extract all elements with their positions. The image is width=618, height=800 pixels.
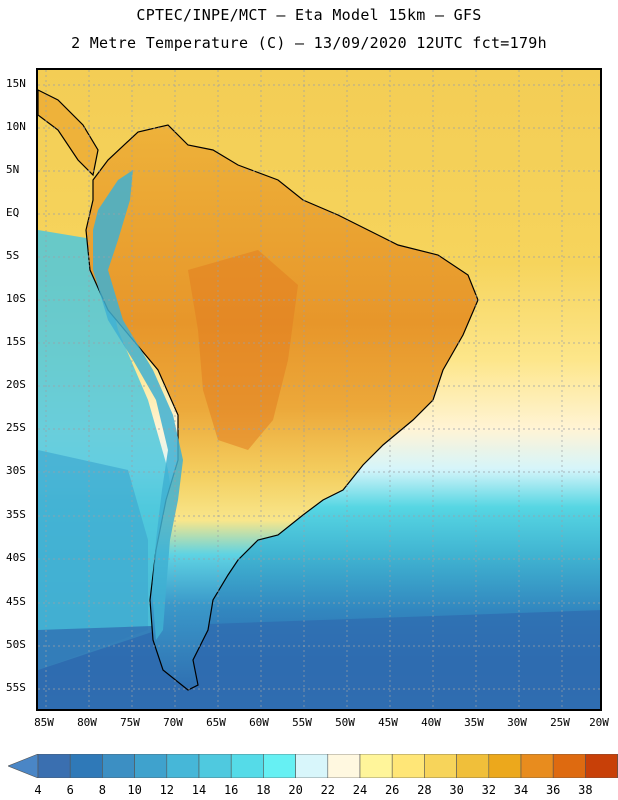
colorbar-label: 10 [127,783,142,797]
colorbar-label: 36 [545,783,561,797]
lat-label: 45S [6,595,26,608]
colorbar-cell [391,754,425,778]
lat-label: 20S [6,378,26,391]
lon-label: 80W [77,716,97,729]
colorbar-label: 28 [417,783,432,797]
lon-label: 40W [421,716,441,729]
colorbar-low-arrow [8,754,39,778]
lat-label: EQ [6,206,20,219]
colorbar-cell [424,754,457,778]
colorbar-label: 32 [481,783,497,797]
lon-label: 75W [120,716,140,729]
colorbar-cell [134,754,168,778]
colorbar-label: 8 [98,783,106,797]
colorbar-cell [102,754,135,778]
lon-label: 85W [34,716,54,729]
lon-label: 70W [163,716,183,729]
lat-label: 10N [6,120,26,133]
colorbar-cell [359,754,393,778]
colorbar-label: 12 [159,783,175,797]
lon-label: 35W [464,716,484,729]
colorbar-label: 38 [578,783,593,797]
colorbar-label: 26 [384,783,400,797]
lon-gridlines [45,70,563,709]
map-subtitle: 2 Metre Temperature (C) – 13/09/2020 12U… [71,34,547,52]
pacific-cold-band [38,450,148,670]
map-title: CPTEC/INPE/MCT – Eta Model 15km – GFS [136,6,482,24]
colorbar-label: 22 [320,783,336,797]
colorbar-cell [69,754,103,778]
lat-label: 25S [6,421,26,434]
lon-label: 50W [335,716,355,729]
andes-cool-strip [93,170,183,640]
lon-label: 55W [292,716,312,729]
colorbar-label: 16 [223,783,239,797]
lon-label: 20W [589,716,609,729]
lat-label: 5S [6,249,20,262]
colorbar-label: 24 [352,783,368,797]
colorbar-cell [295,754,329,778]
colorbar-cell [585,754,618,778]
colorbar-cell [327,754,361,778]
lat-label: 15N [6,77,26,90]
colorbar-label: 14 [191,783,207,797]
lon-label: 60W [249,716,269,729]
temperature-colorbar [8,754,618,778]
lon-label: 45W [378,716,398,729]
lat-label: 15S [6,335,26,348]
lat-label: 10S [6,292,26,305]
colorbar-cell [552,754,586,778]
colorbar-cell [166,754,200,778]
colorbar-cell [488,754,522,778]
colorbar-label: 20 [288,783,303,797]
lat-label: 50S [6,638,26,651]
colorbar-cell [263,754,296,778]
lat-label: 35S [6,508,26,521]
colorbar-label: 34 [513,783,529,797]
colorbar-cell [198,754,232,778]
colorbar-cell [456,754,490,778]
lat-label: 40S [6,551,26,564]
lon-label: 65W [206,716,226,729]
colorbar-cell [230,754,264,778]
interior-hot-zone [188,250,298,450]
lat-label: 5N [6,163,20,176]
temperature-map [36,68,602,711]
lat-gridlines [38,84,600,690]
colorbar-label: 30 [449,783,464,797]
lat-label: 55S [6,681,26,694]
lon-label: 25W [550,716,570,729]
colorbar-label: 6 [66,783,74,797]
colorbar-cell [37,754,71,778]
colorbar-label: 18 [256,783,271,797]
colorbar-cell [520,754,554,778]
lat-label: 30S [6,464,26,477]
central-america-landmass [38,89,99,177]
colorbar-label: 4 [34,783,42,797]
lon-label: 30W [507,716,527,729]
